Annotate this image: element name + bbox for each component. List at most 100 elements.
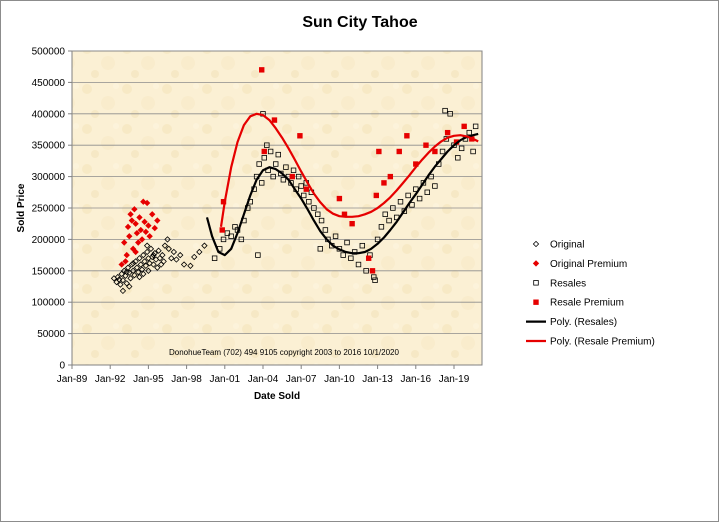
original-point <box>135 268 142 276</box>
resales-point <box>344 239 350 246</box>
resale-premium-point <box>369 268 376 274</box>
original-point <box>168 255 175 262</box>
y-tick-label: 250000 <box>32 204 66 215</box>
x-tick-label: Jan-07 <box>286 374 317 385</box>
x-tick-label: Jan-92 <box>95 374 126 385</box>
original-premium-point <box>124 223 132 231</box>
resale-premium-point <box>404 133 410 139</box>
resales-point <box>359 242 366 249</box>
trendline-poly-resale-premium <box>219 112 479 227</box>
original-point <box>151 250 158 257</box>
resale-premium-point <box>444 129 451 136</box>
resales-point <box>439 148 446 155</box>
resales-point <box>264 142 270 148</box>
resale-premium-point <box>432 148 438 155</box>
resales-point <box>340 252 346 258</box>
resales-point <box>416 195 423 202</box>
original-premium-point <box>141 218 148 225</box>
legend-label-resales: Resales <box>550 278 586 289</box>
legend: Original Original Premium Resales Resale Pr… <box>526 240 655 348</box>
resales-point <box>228 233 234 239</box>
resales-point <box>442 107 448 114</box>
resales-point <box>348 255 354 261</box>
original-point <box>147 245 155 252</box>
original-premium-point <box>121 239 128 246</box>
original-point <box>140 270 147 278</box>
resale-premium-point <box>365 255 372 261</box>
original-point <box>128 261 136 268</box>
original-point <box>122 272 129 279</box>
original-premium-point <box>135 239 142 246</box>
resales-point <box>371 274 377 280</box>
legend-label-poly-resale-premium: Poly. (Resale Premium) <box>550 337 655 348</box>
original-point <box>201 242 208 249</box>
y-tick-label: 50000 <box>37 329 65 340</box>
original-point <box>119 287 127 295</box>
y-tick-label: 0 <box>59 361 65 372</box>
original-premium-point <box>146 233 153 240</box>
original-premium-point <box>138 236 146 243</box>
original-premium-point <box>132 248 139 256</box>
resales-point <box>311 205 317 211</box>
resales-point <box>224 230 231 236</box>
resales-point <box>332 233 339 239</box>
chart-title: Sun City Tahoe <box>302 14 417 31</box>
resales-point <box>306 199 312 205</box>
original-point <box>123 268 130 276</box>
legend-label-poly-resales: Poly. (Resales) <box>550 317 617 328</box>
resales-point <box>261 155 267 161</box>
original-premium-point <box>118 261 125 268</box>
original-premium-point <box>131 206 138 213</box>
resales-point <box>275 151 281 158</box>
resales-point <box>238 236 245 243</box>
resales-point <box>259 180 265 186</box>
y-tick-label: 400000 <box>32 109 66 120</box>
resales-point <box>386 217 392 224</box>
original-premium-point <box>132 220 139 227</box>
resales-point <box>372 277 378 283</box>
original-point <box>155 247 162 254</box>
resales-point <box>317 246 323 252</box>
resales-point <box>374 236 381 243</box>
resales-point <box>420 180 427 186</box>
x-axis-label: Date Sold <box>254 391 300 402</box>
legend-label-resale-premium: Resale Premium <box>550 298 624 309</box>
x-tick-label: Jan-89 <box>57 374 88 385</box>
resales-point <box>270 173 276 180</box>
series-original-premium <box>118 198 161 268</box>
resale-premium-point <box>396 148 402 155</box>
original-premium-point <box>142 228 150 236</box>
resales-point <box>390 205 396 211</box>
original-point <box>132 258 139 265</box>
original-premium-point <box>128 217 136 224</box>
y-tick-label: 100000 <box>32 298 66 309</box>
x-tick-label: Jan-10 <box>324 374 355 385</box>
resales-point <box>255 252 261 258</box>
copyright-annotation: DonohueTeam (702) 494 9105 copyright 200… <box>169 348 400 357</box>
original-point <box>170 248 178 256</box>
resales-point <box>466 129 472 136</box>
original-point <box>187 262 194 269</box>
resales-point <box>301 192 307 199</box>
resales-point <box>283 164 289 170</box>
x-axis: Jan-89 Jan-92 Jan-95 Jan-98 Jan-01 Jan-04 Jan-… <box>57 364 482 385</box>
resales-point <box>273 161 279 167</box>
y-tick-label: 300000 <box>32 172 66 183</box>
resales-point <box>355 261 362 268</box>
original-premium-point <box>127 211 134 218</box>
data-marks <box>110 67 479 295</box>
original-point <box>154 264 161 271</box>
original-point <box>150 261 157 268</box>
original-point <box>149 253 156 261</box>
resale-premium-point <box>336 195 343 202</box>
x-tick-label: Jan-01 <box>210 374 241 385</box>
original-point <box>143 248 151 256</box>
original-point <box>150 251 157 259</box>
resales-point <box>424 189 430 195</box>
x-tick-label: Jan-04 <box>248 374 279 385</box>
resale-premium-point <box>259 67 265 73</box>
resale-premium-point <box>289 173 295 180</box>
original-point <box>127 275 134 282</box>
